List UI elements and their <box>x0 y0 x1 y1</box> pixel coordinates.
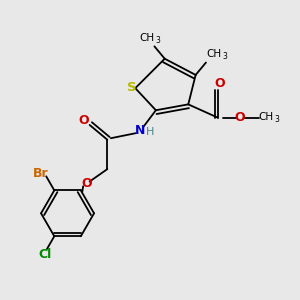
Text: O: O <box>235 110 245 124</box>
Text: 3: 3 <box>223 52 227 61</box>
Text: CH: CH <box>206 49 221 59</box>
Text: H: H <box>146 127 154 137</box>
Text: S: S <box>127 81 136 94</box>
Text: O: O <box>78 114 89 127</box>
Text: 3: 3 <box>156 36 161 45</box>
Text: CH: CH <box>140 33 154 43</box>
Text: Cl: Cl <box>39 248 52 261</box>
Text: O: O <box>81 177 92 190</box>
Text: N: N <box>134 124 145 137</box>
Text: Br: Br <box>33 167 49 180</box>
Text: O: O <box>214 77 224 90</box>
Text: 3: 3 <box>274 115 279 124</box>
Text: CH: CH <box>258 112 273 122</box>
